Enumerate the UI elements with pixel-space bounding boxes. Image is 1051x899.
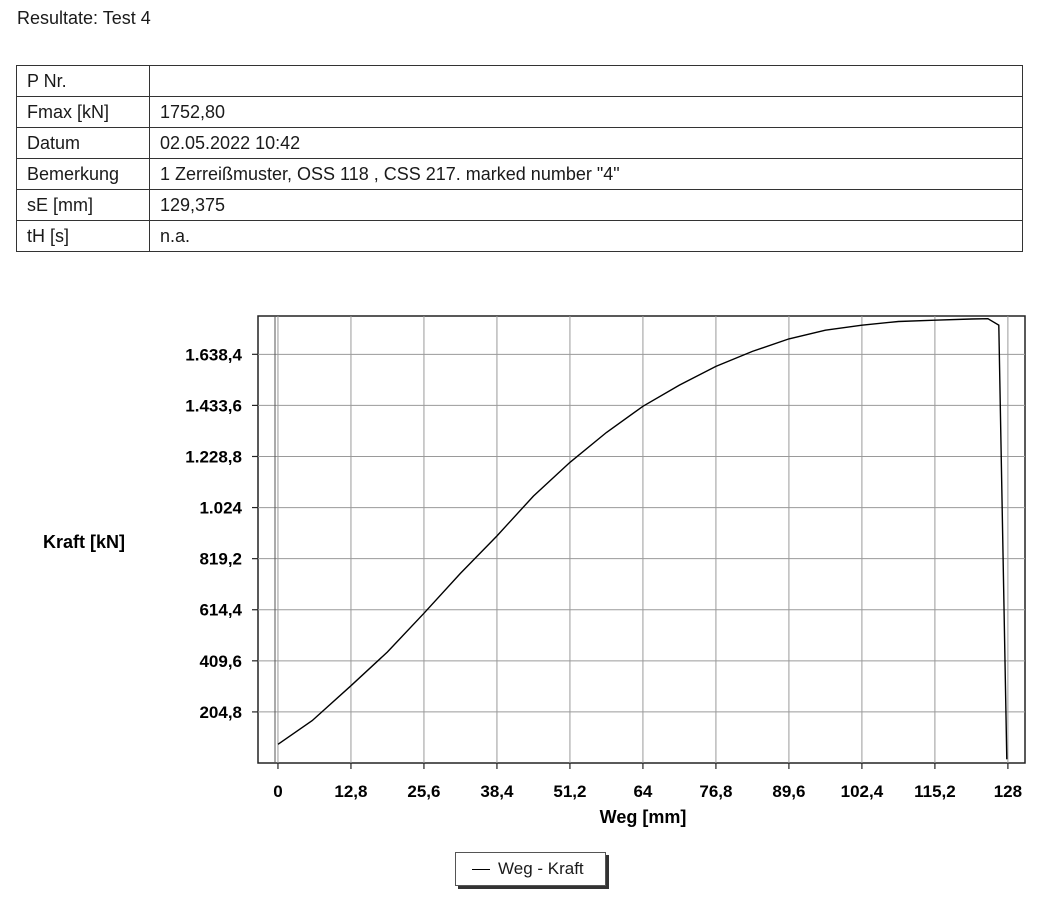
legend-line-swatch <box>472 868 490 870</box>
info-value: 02.05.2022 10:42 <box>149 127 1023 159</box>
result-info-table: P Nr. Fmax [kN] 1752,80 Datum 02.05.2022 10:… <box>16 65 1023 252</box>
y-tick-label: 614,4 <box>199 601 242 620</box>
page-title: Resultate: Test 4 <box>17 8 151 28</box>
info-value: 129,375 <box>149 189 1023 221</box>
y-tick-label: 409,6 <box>199 652 242 671</box>
x-tick-label: 115,2 <box>914 782 956 801</box>
y-axis-label: Kraft [kN] <box>43 532 125 552</box>
info-row: sE [mm] 129,375 <box>16 189 1023 221</box>
info-row: Fmax [kN] 1752,80 <box>16 96 1023 128</box>
info-key: P Nr. <box>16 65 150 97</box>
info-key: sE [mm] <box>16 189 150 221</box>
legend-series-label: Weg - Kraft <box>498 859 584 878</box>
y-tick-label: 1.433,6 <box>185 396 242 415</box>
x-tick-label: 102,4 <box>841 782 884 801</box>
info-row: Bemerkung 1 Zerreißmuster, OSS 118 , CSS… <box>16 158 1023 190</box>
x-tick-label: 89,6 <box>772 782 805 801</box>
plot-area <box>257 315 1026 764</box>
info-key: tH [s] <box>16 220 150 252</box>
info-value: n.a. <box>149 220 1023 252</box>
x-tick-label: 0 <box>273 782 282 801</box>
x-tick-label: 12,8 <box>334 782 367 801</box>
series-lines <box>277 317 1008 760</box>
info-value: 1 Zerreißmuster, OSS 118 , CSS 217. mark… <box>149 158 1023 190</box>
y-tick-label: 1.024 <box>199 499 242 518</box>
series-line-weg-kraft <box>277 317 1008 760</box>
x-tick-label: 25,6 <box>407 782 440 801</box>
info-key: Bemerkung <box>16 158 150 190</box>
info-row: P Nr. <box>16 65 1023 97</box>
info-row: Datum 02.05.2022 10:42 <box>16 127 1023 159</box>
y-tick-label: 1.638,4 <box>185 345 242 364</box>
x-tick-label: 51,2 <box>553 782 586 801</box>
chart-legend: Weg - Kraft <box>455 852 606 886</box>
y-tick-label: 204,8 <box>199 703 242 722</box>
x-tick-label: 128 <box>994 782 1022 801</box>
y-tick-label: 819,2 <box>199 550 242 569</box>
x-tick-label: 64 <box>633 782 652 801</box>
info-value: 1752,80 <box>149 96 1023 128</box>
x-axis-ticks: 0 12,8 25,6 38,4 51,2 64 76,8 89,6 102,4 115,2 128 <box>273 763 1022 801</box>
info-row: tH [s] n.a. <box>16 220 1023 252</box>
x-tick-label: 76,8 <box>699 782 732 801</box>
y-axis-ticks: 204,8 409,6 614,4 819,2 1.024 1.228,8 1.433,6 1… <box>185 345 258 722</box>
x-tick-label: 38,4 <box>480 782 514 801</box>
x-axis-label: Weg [mm] <box>600 807 687 827</box>
grid <box>258 316 1025 763</box>
y-tick-label: 1.228,8 <box>185 447 242 466</box>
